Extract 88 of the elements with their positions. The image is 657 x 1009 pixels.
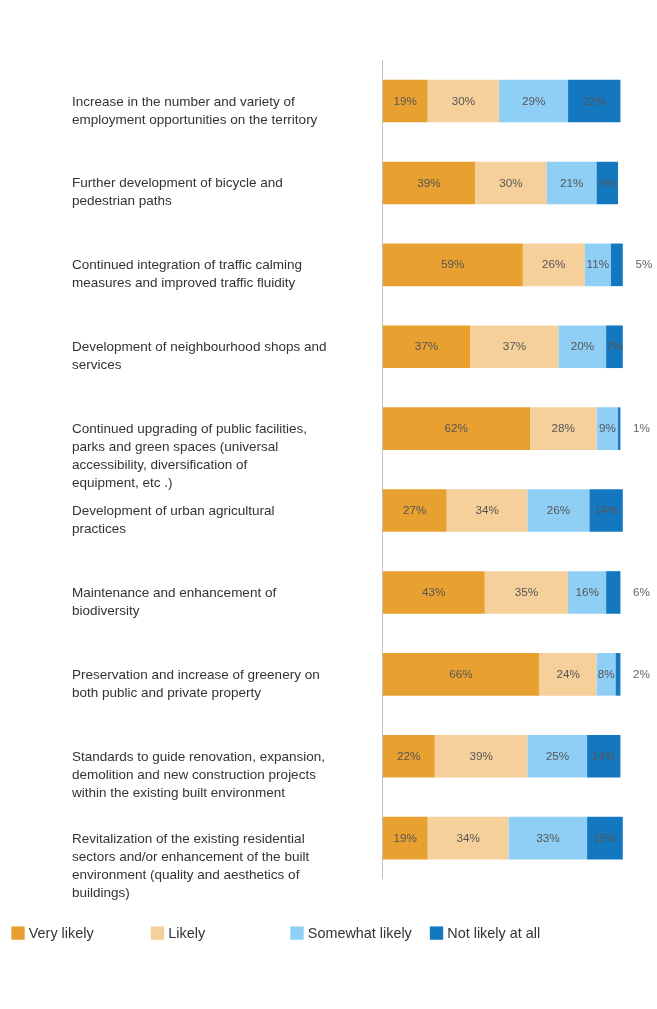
bar [522, 243, 585, 287]
bar [587, 816, 623, 860]
bar [568, 571, 607, 614]
data-label: 27% [402, 503, 427, 517]
data-label: 9% [598, 421, 616, 435]
bar [508, 816, 588, 860]
legend-label: Likely [168, 924, 206, 941]
data-label: 59% [440, 257, 465, 271]
bar [382, 243, 523, 287]
bar [382, 734, 435, 778]
bar [382, 79, 428, 123]
bar [546, 161, 597, 205]
bar [530, 407, 597, 450]
data-label: 35% [514, 585, 539, 599]
bar [527, 734, 588, 778]
y-tick-label: Increase in the number and variety of employment opportunities on the territory [72, 93, 318, 127]
data-label: 1% [633, 421, 650, 435]
data-label: 9% [598, 175, 616, 189]
data-label: 14% [592, 748, 616, 762]
bar [382, 571, 485, 614]
bar [499, 79, 569, 123]
data-label: 39% [417, 175, 441, 189]
data-label: 33% [536, 830, 560, 844]
data-label: 2% [633, 666, 650, 680]
bar [568, 79, 621, 123]
data-label: 15% [593, 830, 617, 844]
bar [382, 816, 428, 860]
bar [382, 489, 447, 532]
data-label: 19% [393, 93, 417, 107]
y-tick-label: Preservation and increase of greenery on both public and private property [72, 666, 320, 700]
data-label: 30% [499, 175, 523, 189]
data-label: 26% [546, 503, 571, 517]
y-tick-label: Development of neighbourhood shops and services [72, 339, 327, 373]
data-label: 24% [556, 666, 580, 680]
data-label: 26% [542, 257, 566, 271]
bar [475, 161, 547, 205]
bar [470, 325, 559, 369]
bar [382, 161, 476, 205]
data-label: 28% [551, 421, 576, 435]
bar [606, 325, 623, 369]
data-label: 6% [633, 585, 650, 599]
legend-label: Somewhat likely [307, 924, 413, 941]
bar [382, 653, 540, 696]
data-label: 5% [635, 257, 653, 271]
data-label: 22% [582, 93, 606, 107]
data-label: 20% [570, 339, 595, 353]
data-label: 25% [545, 748, 570, 762]
bar [610, 243, 623, 287]
bar [539, 653, 597, 696]
data-label: 16% [575, 585, 599, 599]
data-label: 8% [597, 666, 615, 680]
data-label: 14% [594, 503, 618, 517]
legend-label: Very likely [28, 924, 95, 941]
data-label: 34% [475, 503, 499, 517]
data-label: 11% [586, 257, 610, 271]
data-label: 39% [469, 748, 493, 762]
data-label: 37% [414, 339, 439, 353]
bar [382, 325, 471, 369]
bar [589, 489, 623, 532]
legend-label: Not likely at all [447, 924, 541, 941]
y-tick-label: Continued integration of traffic calming measures and improved traffic fluidity [72, 257, 303, 291]
bar [527, 489, 590, 532]
bar [382, 407, 531, 450]
data-label: 37% [502, 339, 527, 353]
bar [427, 816, 509, 860]
data-label: 30% [451, 93, 476, 107]
y-tick-label: Standards to guide renovation, expansion, demolition and new construction projects within the existing built environment [71, 748, 325, 800]
y-tick-label: Revitalization of the existing residential sectors and/or enhancement of the built environment (quality and aesthetics of buildings) [72, 830, 310, 900]
y-tick-label: Continued upgrading of public facilities, parks and green spaces (universal accessibility, diversification of equipment, etc .) [72, 421, 307, 491]
data-label: 22% [396, 748, 421, 762]
y-tick-label: Further development of bicycle and pedestrian paths [72, 175, 283, 209]
bar [606, 571, 621, 614]
data-label: 43% [421, 585, 446, 599]
bar [434, 734, 528, 778]
data-label: 7% [606, 339, 623, 353]
data-label: 62% [444, 421, 468, 435]
data-label: 34% [456, 830, 480, 844]
bar [427, 79, 500, 123]
data-label: 66% [449, 666, 473, 680]
data-label: 29% [521, 93, 546, 107]
data-label: 21% [559, 175, 584, 189]
y-tick-label: Maintenance and enhancement of biodiversity [72, 584, 277, 618]
bar [558, 325, 607, 369]
y-tick-label: Development of urban agricultural practices [72, 503, 275, 537]
data-label: 19% [393, 830, 417, 844]
bar [446, 489, 528, 532]
bar [484, 571, 569, 614]
bar [587, 734, 621, 778]
